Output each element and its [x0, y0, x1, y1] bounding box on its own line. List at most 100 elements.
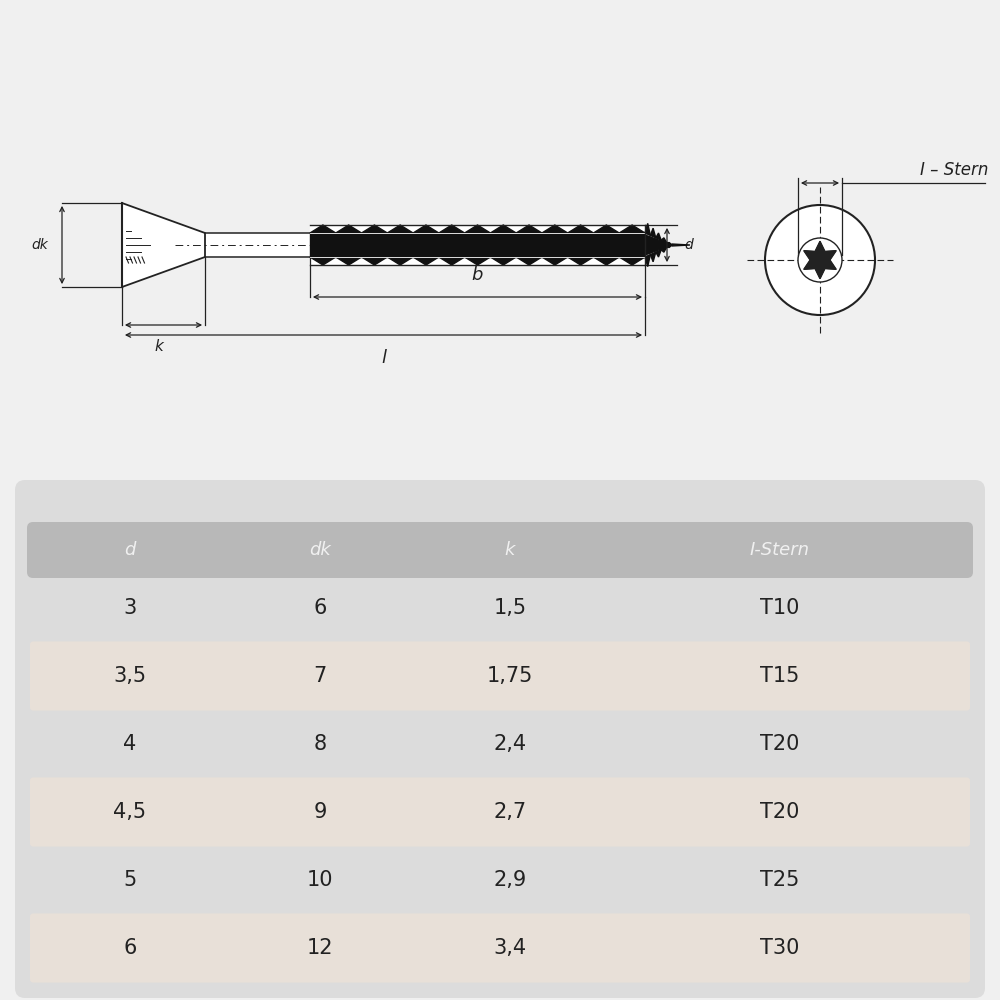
Text: d: d: [124, 541, 136, 559]
Text: 10: 10: [307, 870, 333, 890]
Polygon shape: [310, 257, 336, 265]
Polygon shape: [645, 235, 650, 255]
Text: 4,5: 4,5: [113, 802, 147, 822]
Polygon shape: [413, 257, 439, 265]
Polygon shape: [804, 241, 836, 279]
Text: 12: 12: [307, 938, 333, 958]
Polygon shape: [542, 233, 568, 257]
Text: 1,75: 1,75: [487, 666, 533, 686]
Polygon shape: [661, 238, 667, 243]
Polygon shape: [336, 225, 362, 233]
Polygon shape: [490, 233, 516, 257]
Text: 6: 6: [123, 938, 137, 958]
Text: I – Stern: I – Stern: [920, 161, 988, 179]
Polygon shape: [645, 255, 650, 267]
Polygon shape: [593, 257, 619, 265]
Text: T15: T15: [760, 666, 800, 686]
Text: b: b: [472, 266, 483, 284]
Polygon shape: [667, 245, 672, 247]
Polygon shape: [336, 233, 362, 257]
Polygon shape: [439, 225, 465, 233]
Text: k: k: [154, 339, 163, 354]
Text: 6: 6: [313, 598, 327, 618]
Polygon shape: [568, 233, 593, 257]
Text: 2,9: 2,9: [493, 870, 527, 890]
FancyBboxPatch shape: [30, 914, 970, 982]
Text: dk: dk: [309, 541, 331, 559]
Polygon shape: [439, 257, 465, 265]
Text: 9: 9: [313, 802, 327, 822]
Text: k: k: [505, 541, 515, 559]
Text: l: l: [381, 349, 386, 367]
Polygon shape: [413, 233, 439, 257]
FancyBboxPatch shape: [30, 642, 970, 710]
Polygon shape: [656, 233, 661, 240]
Polygon shape: [661, 247, 667, 252]
Polygon shape: [656, 250, 661, 257]
FancyBboxPatch shape: [30, 778, 970, 846]
Polygon shape: [465, 233, 490, 257]
Polygon shape: [362, 233, 387, 257]
Polygon shape: [645, 223, 650, 235]
Polygon shape: [310, 225, 336, 233]
Polygon shape: [661, 241, 667, 249]
Text: 8: 8: [313, 734, 327, 754]
Text: T30: T30: [760, 938, 800, 958]
Polygon shape: [672, 244, 690, 246]
Text: 2,4: 2,4: [493, 734, 527, 754]
Polygon shape: [310, 225, 645, 265]
FancyBboxPatch shape: [15, 480, 985, 998]
Text: I-Stern: I-Stern: [750, 541, 810, 559]
Polygon shape: [650, 237, 656, 253]
Polygon shape: [490, 257, 516, 265]
Polygon shape: [516, 257, 542, 265]
Polygon shape: [122, 203, 205, 287]
Polygon shape: [568, 257, 593, 265]
Text: 3,5: 3,5: [113, 666, 147, 686]
Polygon shape: [650, 228, 656, 238]
Text: T25: T25: [760, 870, 800, 890]
Polygon shape: [490, 225, 516, 233]
Polygon shape: [516, 225, 542, 233]
Polygon shape: [205, 233, 310, 257]
Polygon shape: [387, 225, 413, 233]
Polygon shape: [516, 233, 542, 257]
Text: 2,7: 2,7: [493, 802, 527, 822]
Text: 3,4: 3,4: [493, 938, 527, 958]
Polygon shape: [465, 257, 490, 265]
Polygon shape: [310, 233, 336, 257]
Polygon shape: [362, 257, 387, 265]
Text: 7: 7: [313, 666, 327, 686]
Text: T10: T10: [760, 598, 800, 618]
Polygon shape: [619, 225, 645, 233]
Text: dk: dk: [32, 238, 48, 252]
Polygon shape: [593, 225, 619, 233]
FancyBboxPatch shape: [27, 522, 973, 578]
Polygon shape: [619, 257, 645, 265]
Polygon shape: [362, 225, 387, 233]
Polygon shape: [619, 233, 645, 257]
Polygon shape: [650, 252, 656, 262]
Polygon shape: [568, 225, 593, 233]
Polygon shape: [542, 257, 568, 265]
Polygon shape: [542, 225, 568, 233]
Text: 5: 5: [123, 870, 137, 890]
Polygon shape: [667, 243, 672, 245]
Text: T20: T20: [760, 734, 800, 754]
Text: 4: 4: [123, 734, 137, 754]
Text: d: d: [684, 238, 693, 252]
Polygon shape: [593, 233, 619, 257]
Text: 3: 3: [123, 598, 137, 618]
Polygon shape: [387, 233, 413, 257]
Polygon shape: [656, 239, 661, 251]
Polygon shape: [667, 243, 672, 247]
Polygon shape: [413, 225, 439, 233]
Circle shape: [798, 238, 842, 282]
Polygon shape: [465, 225, 490, 233]
Polygon shape: [439, 233, 465, 257]
Text: 1,5: 1,5: [493, 598, 527, 618]
Text: T20: T20: [760, 802, 800, 822]
Polygon shape: [336, 257, 362, 265]
Polygon shape: [387, 257, 413, 265]
Circle shape: [765, 205, 875, 315]
